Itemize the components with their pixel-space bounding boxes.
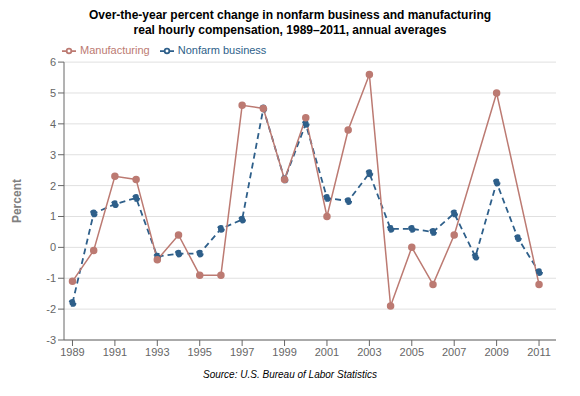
svg-text:1997: 1997 (230, 346, 254, 358)
svg-text:1999: 1999 (272, 346, 296, 358)
svg-text:3: 3 (50, 149, 56, 161)
svg-text:2001: 2001 (315, 346, 339, 358)
svg-text:0: 0 (50, 241, 56, 253)
svg-text:2003: 2003 (357, 346, 381, 358)
svg-text:2: 2 (50, 180, 56, 192)
svg-text:1989: 1989 (60, 346, 84, 358)
html-text:Nonfarm business: Nonfarm business (177, 44, 267, 56)
svg-text:Percent: Percent (10, 179, 24, 223)
svg-text:1: 1 (50, 210, 56, 222)
svg-text:2009: 2009 (484, 346, 508, 358)
html-text:Over-the-year percent change i: Over-the-year percent change in nonfarm … (89, 8, 491, 22)
svg-text:5: 5 (50, 87, 56, 99)
svg-text:-3: -3 (46, 334, 56, 346)
svg-text:4: 4 (50, 118, 56, 130)
svg-text:6: 6 (50, 56, 56, 68)
html-text:Source: U.S. Bureau of Labor S: Source: U.S. Bureau of Labor Statistics (203, 369, 377, 380)
svg-text:1993: 1993 (145, 346, 169, 358)
svg-text:1991: 1991 (103, 346, 127, 358)
html-text:Manufacturing: Manufacturing (80, 44, 150, 56)
svg-text:2011: 2011 (527, 346, 551, 358)
svg-text:-2: -2 (46, 303, 56, 315)
svg-text:1995: 1995 (187, 346, 211, 358)
svg-text:2007: 2007 (442, 346, 466, 358)
html-text:real hourly compensation, 1989: real hourly compensation, 1989–2011, ann… (133, 23, 447, 37)
svg-text:2005: 2005 (400, 346, 424, 358)
svg-text:-1: -1 (46, 272, 56, 284)
